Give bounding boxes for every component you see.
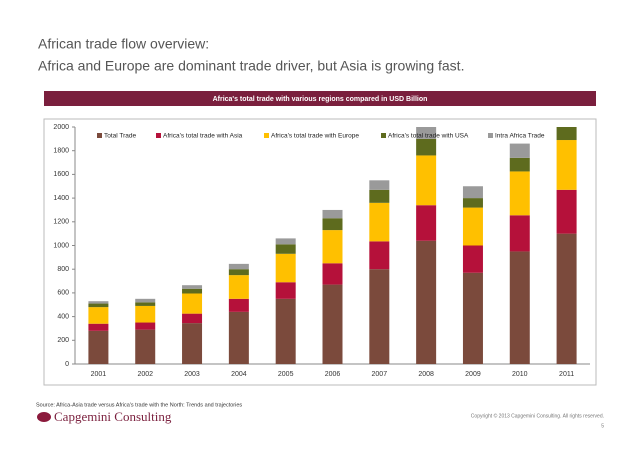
bar-segment: [509, 215, 530, 252]
legend-swatch: [97, 133, 102, 138]
bar-segment: [462, 198, 483, 208]
bar-segment: [462, 245, 483, 273]
x-tick-label: 2005: [278, 371, 294, 378]
bar-segment: [228, 311, 249, 364]
bar-segment: [509, 157, 530, 172]
banner: [44, 91, 596, 106]
bar-segment: [275, 282, 296, 299]
bar-segment: [322, 230, 343, 264]
y-tick-label: 1200: [53, 219, 69, 226]
subtitle: Africa and Europe are dominant trade dri…: [38, 58, 464, 74]
x-tick-label: 2002: [137, 371, 153, 378]
bar-segment: [182, 288, 203, 294]
legend-swatch: [264, 133, 269, 138]
bar-segment: [462, 272, 483, 364]
bar-segment: [275, 244, 296, 254]
bar-segment: [182, 285, 203, 289]
bar-segment: [416, 138, 437, 156]
bar-segment: [135, 305, 156, 323]
bar-segment: [462, 186, 483, 199]
bar-segment: [556, 233, 577, 364]
y-tick-label: 1000: [53, 242, 69, 249]
bar-segment: [228, 275, 249, 299]
bar-segment: [182, 313, 203, 324]
bar-segment: [88, 301, 109, 304]
bar-segment: [416, 127, 437, 139]
legend-swatch: [488, 133, 493, 138]
x-tick-label: 2004: [231, 371, 247, 378]
bar-segment: [556, 127, 577, 141]
legend-label: Africa's total trade with Asia: [163, 133, 243, 140]
legend-label: Intra Africa Trade: [495, 133, 545, 140]
bar-segment: [556, 140, 577, 190]
bar-segment: [416, 240, 437, 364]
bar-segment: [369, 180, 390, 190]
legend-swatch: [156, 133, 161, 138]
x-tick-label: 2001: [91, 371, 107, 378]
y-tick-label: 0: [65, 361, 69, 368]
bar-segment: [88, 303, 109, 308]
y-tick-label: 1600: [53, 171, 69, 178]
bar-segment: [228, 263, 249, 270]
bar-segment: [322, 284, 343, 364]
bar-segment: [275, 238, 296, 245]
legend-label: Total Trade: [104, 133, 137, 140]
x-tick-label: 2007: [372, 371, 388, 378]
copyright: Copyright © 2013 Capgemini Consulting. A…: [471, 412, 604, 419]
logo: Capgemini Consulting: [54, 409, 172, 424]
bar-segment: [416, 155, 437, 206]
bar-segment: [369, 241, 390, 270]
legend-swatch: [381, 133, 386, 138]
bar-segment: [509, 251, 530, 364]
bar-segment: [275, 298, 296, 364]
chart-title: Africa's total trade with various region…: [213, 96, 428, 103]
bar-segment: [88, 323, 109, 331]
x-tick-label: 2006: [325, 371, 341, 378]
x-tick-label: 2009: [465, 371, 481, 378]
bar-segment: [88, 307, 109, 324]
bar-segment: [322, 263, 343, 285]
bar-segment: [135, 329, 156, 364]
x-tick-label: 2008: [418, 371, 434, 378]
bar-segment: [416, 205, 437, 241]
bar-segment: [228, 269, 249, 276]
y-tick-label: 800: [57, 266, 69, 273]
y-tick-label: 600: [57, 290, 69, 297]
bar-segment: [322, 218, 343, 231]
bar-segment: [462, 207, 483, 246]
bar-segment: [509, 171, 530, 216]
bar-segment: [369, 269, 390, 364]
logo-icon: [37, 412, 51, 422]
legend-label: Africa's total trade with USA: [388, 133, 469, 140]
bar-segment: [135, 302, 156, 306]
x-tick-label: 2003: [184, 371, 200, 378]
bar-segment: [228, 298, 249, 312]
title: African trade flow overview:: [38, 36, 209, 52]
bar-segment: [182, 323, 203, 364]
bar-segment: [322, 209, 343, 219]
bar-segment: [275, 253, 296, 283]
bar-segment: [369, 189, 390, 203]
page-number: 5: [601, 423, 604, 429]
bar-segment: [369, 202, 390, 242]
y-tick-label: 200: [57, 337, 69, 344]
y-tick-label: 1800: [53, 148, 69, 155]
y-tick-label: 2000: [53, 124, 69, 131]
bar-segment: [135, 322, 156, 330]
legend-label: Africa's total trade with Europe: [271, 133, 359, 140]
bar-segment: [88, 330, 109, 364]
x-tick-label: 2011: [559, 371, 574, 378]
bar-segment: [135, 298, 156, 303]
bar-segment: [509, 143, 530, 158]
y-tick-label: 1400: [53, 195, 69, 202]
x-tick-label: 2010: [512, 371, 528, 378]
bar-segment: [556, 189, 577, 234]
source: Source: Africa-Asia trade versus Africa'…: [36, 402, 242, 408]
y-tick-label: 400: [57, 313, 69, 320]
bar-segment: [182, 293, 203, 314]
